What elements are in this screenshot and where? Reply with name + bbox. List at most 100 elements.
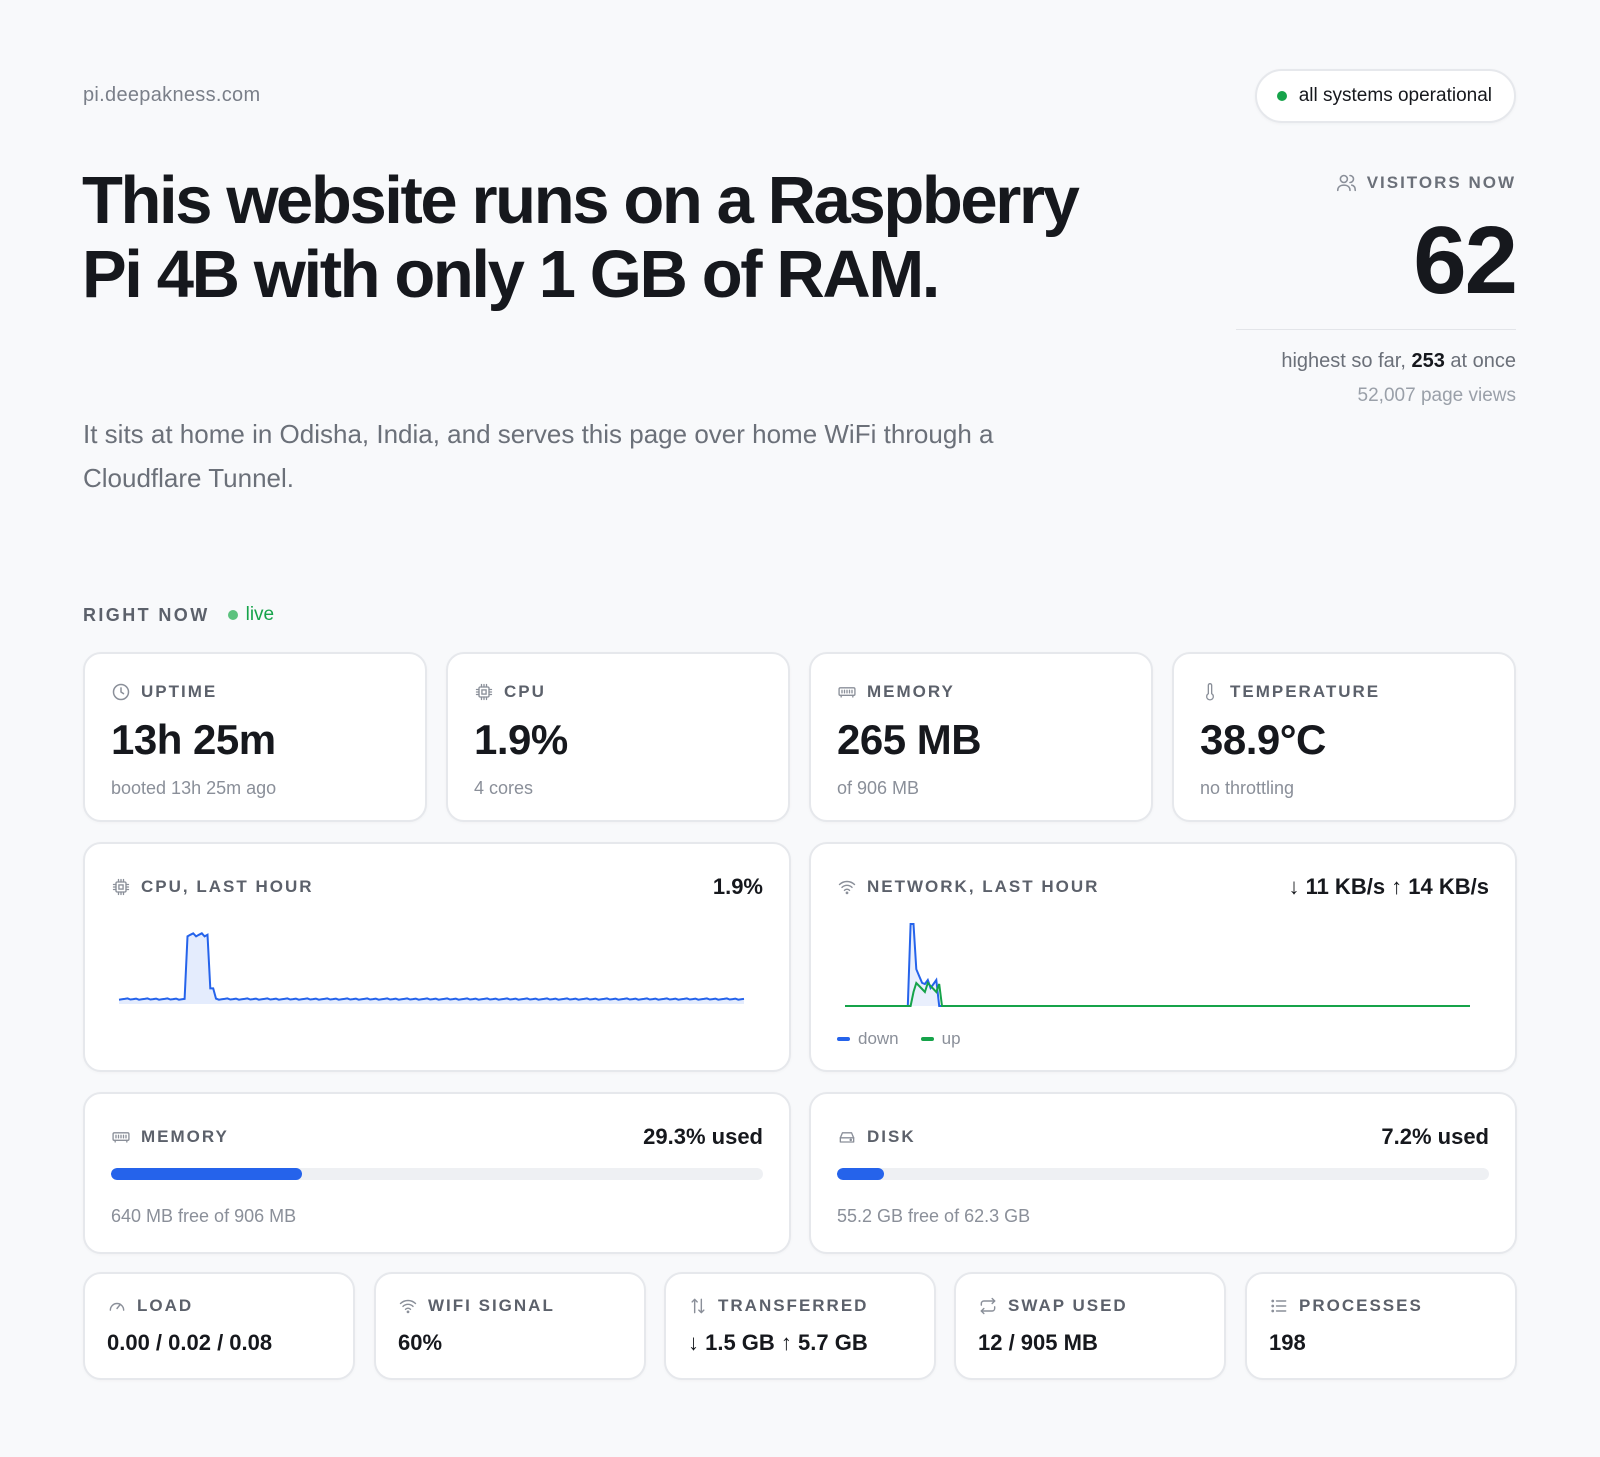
card-label: MEMORY <box>837 682 1125 702</box>
card-label: DISK <box>837 1127 916 1147</box>
highest-value: 253 <box>1411 350 1445 372</box>
cpu-chart <box>118 932 745 1004</box>
visitors-highest: highest so far, 253 at once <box>1236 350 1516 373</box>
live-text: live <box>245 604 275 625</box>
card-label: UPTIME <box>111 682 399 702</box>
card-label: CPU <box>474 682 762 702</box>
mini-value: 198 <box>1269 1330 1306 1355</box>
card-label: MEMORY <box>111 1127 229 1147</box>
mini-value: 60% <box>398 1330 443 1355</box>
stat-value: 1.9% <box>474 716 568 763</box>
card-label-text: LOAD <box>137 1296 194 1315</box>
mini-value: 0.00 / 0.02 / 0.08 <box>107 1330 273 1355</box>
card-label-text: UPTIME <box>141 682 218 701</box>
live-badge: live <box>227 604 275 626</box>
card-label-text: MEMORY <box>141 1127 229 1146</box>
card-label-text: WIFI SIGNAL <box>428 1296 555 1315</box>
legend-label: up <box>941 1029 961 1048</box>
transfer-icon <box>691 1298 705 1314</box>
site-name[interactable]: pi.deepakness.com <box>83 84 261 106</box>
progress-track <box>111 1168 763 1180</box>
network-down-line <box>845 923 1470 1007</box>
page-views: 52,007 page views <box>1357 385 1516 406</box>
cpu-series-area <box>119 933 744 1004</box>
stat-sub: of 906 MB <box>837 778 920 798</box>
cpu-series-line <box>118 932 745 1001</box>
mini-value: ↓ 1.5 GB ↑ 5.7 GB <box>688 1330 868 1355</box>
wifi-icon <box>399 1299 417 1314</box>
stat-card-memory: MEMORY 265 MB of 906 MB <box>809 652 1153 822</box>
stat-sub: booted 13h 25m ago <box>111 778 277 798</box>
gauge-icon <box>109 1302 125 1311</box>
divider <box>1236 329 1516 330</box>
legend-item-up: up <box>920 1029 961 1049</box>
card-label: PROCESSES <box>1269 1296 1493 1316</box>
usage-value: 7.2% used <box>1381 1124 1489 1149</box>
chart-current-value: ↓ 11 KB/s ↑ 14 KB/s <box>1288 874 1489 899</box>
legend-item-down: down <box>837 1029 899 1049</box>
card-label-text: PROCESSES <box>1299 1296 1423 1315</box>
disk-icon <box>839 1132 855 1143</box>
card-label-text: TEMPERATURE <box>1230 682 1381 701</box>
mini-card-transferred: TRANSFERRED ↓ 1.5 GB ↑ 5.7 GB <box>664 1272 936 1380</box>
chart-header: NETWORK, LAST HOUR ↓ 11 KB/s ↑ 14 KB/s <box>837 874 1489 900</box>
stat-card-cpu: CPU 1.9% 4 cores <box>446 652 790 822</box>
legend-label: down <box>858 1029 899 1048</box>
mini-card-processes: PROCESSES 198 <box>1245 1272 1517 1380</box>
live-dot-icon <box>227 610 238 620</box>
highest-suffix: at once <box>1450 350 1516 372</box>
card-label: LOAD <box>107 1296 331 1316</box>
clock-icon <box>112 683 130 701</box>
wifi-icon <box>838 880 856 895</box>
legend-swatch <box>837 1037 850 1041</box>
card-label: NETWORK, LAST HOUR <box>837 877 1099 897</box>
stat-sub: 4 cores <box>474 778 534 798</box>
card-label: SWAP USED <box>978 1296 1202 1316</box>
legend-swatch <box>920 1037 934 1041</box>
stat-card-temperature: TEMPERATURE 38.9°C no throttling <box>1172 652 1516 822</box>
status-dot-icon <box>1276 91 1287 101</box>
mini-card-swap: SWAP USED 12 / 905 MB <box>954 1272 1226 1380</box>
visitors-panel: VISITORS NOW 62 highest so far, 253 at o… <box>1236 172 1518 407</box>
thermometer-icon <box>1206 683 1214 701</box>
card-label-text: DISK <box>867 1127 916 1146</box>
card-label-text: SWAP USED <box>1008 1296 1128 1315</box>
stat-card-uptime: UPTIME 13h 25m booted 13h 25m ago <box>83 652 427 822</box>
section-label-right-now: RIGHT NOW live <box>83 604 274 626</box>
card-label: CPU, LAST HOUR <box>111 877 314 897</box>
card-label: WIFI SIGNAL <box>398 1296 622 1316</box>
usage-sub: 640 MB free of 906 MB <box>111 1206 297 1226</box>
mini-card-load: LOAD 0.00 / 0.02 / 0.08 <box>83 1272 355 1380</box>
page-subtitle: It sits at home in Odisha, India, and se… <box>83 419 994 493</box>
network-chart <box>845 923 1470 1007</box>
card-label-text: TRANSFERRED <box>718 1296 869 1315</box>
chart-legend: down up <box>837 1029 961 1049</box>
chart-header: DISK 7.2% used <box>837 1124 1489 1150</box>
memory-icon <box>838 687 856 698</box>
cpu-icon <box>112 878 130 896</box>
card-label: TRANSFERRED <box>688 1296 912 1316</box>
network-chart-card: NETWORK, LAST HOUR ↓ 11 KB/s ↑ 14 KB/s d… <box>809 842 1517 1072</box>
memory-icon <box>112 1132 130 1143</box>
network-up-line <box>845 981 1470 1007</box>
usage-sub: 55.2 GB free of 62.3 GB <box>837 1206 1031 1226</box>
card-label-text: NETWORK, LAST HOUR <box>867 877 1100 896</box>
visitors-label-text: VISITORS NOW <box>1366 172 1516 192</box>
highest-prefix: highest so far, <box>1281 350 1406 372</box>
cpu-chart-card: CPU, LAST HOUR 1.9% <box>83 842 791 1072</box>
list-icon <box>1271 1299 1287 1313</box>
status-badge: all systems operational <box>1254 69 1516 123</box>
status-text: all systems operational <box>1298 85 1492 106</box>
users-icon <box>1336 174 1356 192</box>
card-label-text: MEMORY <box>867 682 955 701</box>
progress-track <box>837 1168 1489 1180</box>
visitors-count: 62 <box>1413 207 1518 314</box>
chart-header: CPU, LAST HOUR 1.9% <box>111 874 763 900</box>
chart-current-value: 1.9% <box>712 874 763 899</box>
progress-fill <box>111 1168 303 1180</box>
progress-fill <box>837 1168 884 1180</box>
visitors-label: VISITORS NOW <box>1236 172 1516 193</box>
mini-card-wifi: WIFI SIGNAL 60% <box>374 1272 646 1380</box>
memory-usage-card: MEMORY 29.3% used 640 MB free of 906 MB <box>83 1092 791 1254</box>
disk-usage-card: DISK 7.2% used 55.2 GB free of 62.3 GB <box>809 1092 1517 1254</box>
